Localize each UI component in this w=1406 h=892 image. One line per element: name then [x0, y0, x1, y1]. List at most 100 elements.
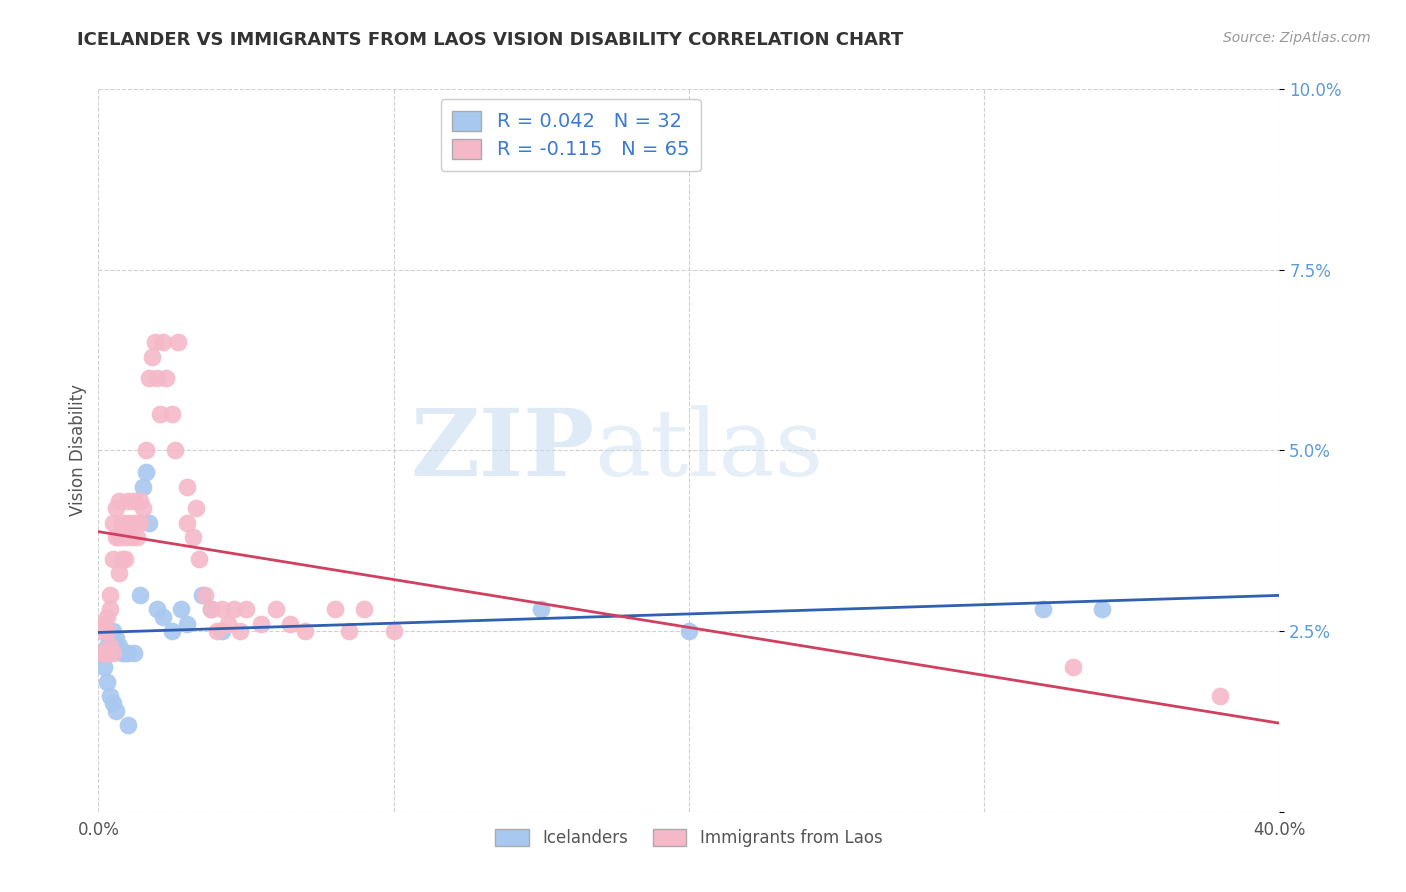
- Point: [98, 689, 121, 703]
- Point: [103, 697, 125, 711]
- Point: [93, 616, 115, 631]
- Point: [132, 480, 155, 494]
- Point: [152, 609, 174, 624]
- Point: [152, 334, 174, 349]
- Point: [122, 516, 145, 530]
- Point: [98, 632, 121, 646]
- Point: [176, 516, 198, 530]
- Point: [1032, 602, 1054, 616]
- Point: [229, 624, 252, 639]
- Point: [128, 494, 150, 508]
- Point: [294, 624, 316, 639]
- Point: [205, 624, 228, 639]
- Point: [117, 516, 139, 530]
- Point: [125, 530, 148, 544]
- Point: [96, 646, 118, 660]
- Point: [1091, 602, 1114, 616]
- Point: [1209, 689, 1232, 703]
- Point: [96, 639, 118, 653]
- Point: [103, 551, 125, 566]
- Point: [108, 639, 131, 653]
- Point: [128, 516, 150, 530]
- Point: [138, 371, 160, 385]
- Point: [114, 530, 136, 544]
- Point: [530, 602, 553, 616]
- Y-axis label: Vision Disability: Vision Disability: [69, 384, 87, 516]
- Text: ZIP: ZIP: [411, 406, 595, 495]
- Point: [98, 588, 121, 602]
- Point: [90, 624, 112, 639]
- Text: ICELANDER VS IMMIGRANTS FROM LAOS VISION DISABILITY CORRELATION CHART: ICELANDER VS IMMIGRANTS FROM LAOS VISION…: [77, 31, 904, 49]
- Point: [339, 624, 361, 639]
- Point: [117, 494, 139, 508]
- Point: [162, 407, 183, 422]
- Point: [105, 632, 128, 646]
- Point: [250, 616, 273, 631]
- Point: [114, 551, 136, 566]
- Point: [162, 624, 183, 639]
- Point: [105, 530, 128, 544]
- Point: [103, 646, 125, 660]
- Point: [111, 516, 134, 530]
- Point: [211, 602, 233, 616]
- Point: [111, 551, 134, 566]
- Point: [170, 602, 193, 616]
- Point: [141, 350, 163, 364]
- Point: [105, 501, 128, 516]
- Point: [280, 616, 302, 631]
- Point: [132, 501, 155, 516]
- Point: [224, 602, 246, 616]
- Point: [217, 616, 239, 631]
- Point: [96, 609, 118, 624]
- Point: [149, 407, 172, 422]
- Point: [103, 516, 125, 530]
- Point: [143, 334, 166, 349]
- Point: [211, 624, 233, 639]
- Point: [117, 646, 139, 660]
- Point: [200, 602, 222, 616]
- Point: [167, 334, 190, 349]
- Point: [98, 639, 121, 653]
- Point: [108, 530, 131, 544]
- Text: atlas: atlas: [595, 406, 824, 495]
- Point: [176, 480, 198, 494]
- Point: [90, 646, 112, 660]
- Point: [181, 530, 204, 544]
- Point: [235, 602, 257, 616]
- Text: Source: ZipAtlas.com: Source: ZipAtlas.com: [1223, 31, 1371, 45]
- Point: [323, 602, 346, 616]
- Point: [120, 530, 142, 544]
- Point: [176, 616, 198, 631]
- Point: [108, 494, 131, 508]
- Point: [111, 646, 134, 660]
- Point: [135, 465, 157, 479]
- Point: [138, 516, 160, 530]
- Point: [1062, 660, 1084, 674]
- Point: [187, 551, 209, 566]
- Point: [135, 443, 157, 458]
- Point: [114, 646, 136, 660]
- Point: [105, 704, 128, 718]
- Point: [191, 588, 214, 602]
- Point: [117, 718, 139, 732]
- Point: [103, 624, 125, 639]
- Point: [98, 602, 121, 616]
- Point: [200, 602, 222, 616]
- Point: [96, 624, 118, 639]
- Point: [264, 602, 287, 616]
- Point: [108, 566, 131, 581]
- Point: [122, 646, 145, 660]
- Point: [678, 624, 700, 639]
- Legend: Icelanders, Immigrants from Laos: Icelanders, Immigrants from Laos: [489, 822, 889, 854]
- Point: [90, 646, 112, 660]
- Point: [128, 588, 150, 602]
- Point: [146, 371, 169, 385]
- Point: [93, 646, 115, 660]
- Point: [96, 674, 118, 689]
- Point: [122, 494, 145, 508]
- Point: [184, 501, 207, 516]
- Point: [353, 602, 375, 616]
- Point: [155, 371, 177, 385]
- Point: [93, 660, 115, 674]
- Point: [382, 624, 405, 639]
